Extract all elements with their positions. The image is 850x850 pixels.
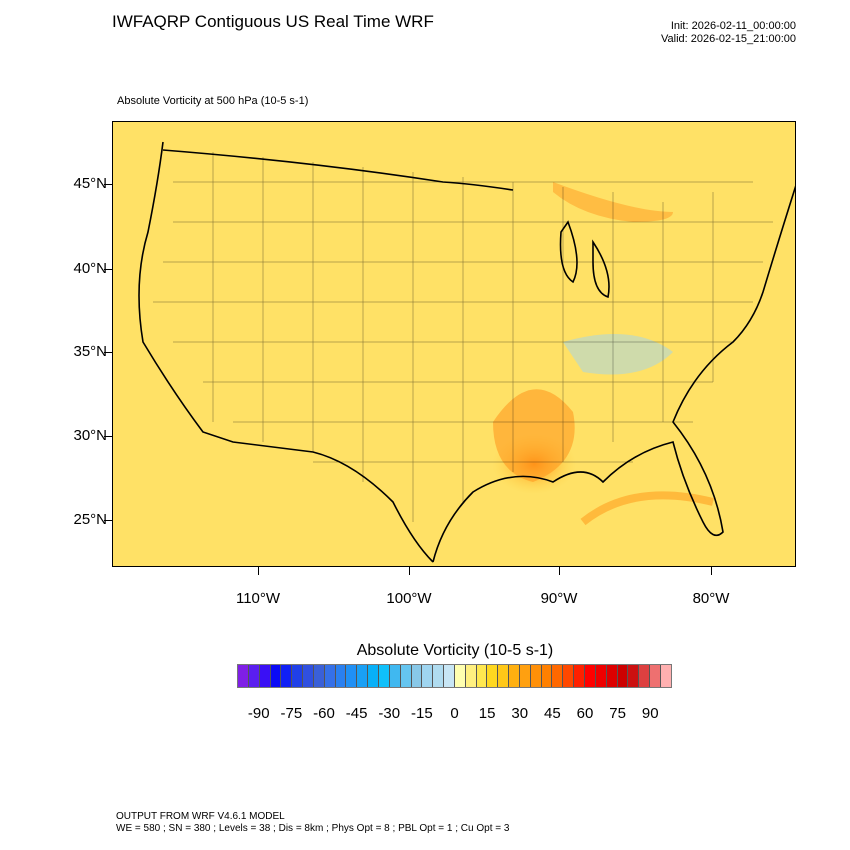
colorbar-label: -45 bbox=[345, 705, 368, 722]
lat-label-25n: 25°N bbox=[73, 511, 107, 528]
colorbar-swatch bbox=[433, 665, 445, 687]
field-background bbox=[113, 122, 795, 566]
colorbar-swatch bbox=[368, 665, 379, 687]
map-canvas bbox=[113, 122, 795, 566]
model-info: OUTPUT FROM WRF V4.6.1 MODEL bbox=[116, 811, 285, 822]
colorbar-swatch bbox=[541, 665, 553, 687]
colorbar bbox=[237, 664, 672, 688]
colorbar-swatch bbox=[650, 665, 661, 687]
colorbar-swatch bbox=[660, 665, 671, 687]
colorbar-swatch bbox=[454, 665, 466, 687]
colorbar-title: Absolute Vorticity (10-5 s-1) bbox=[356, 642, 554, 659]
colorbar-swatch bbox=[563, 665, 575, 687]
colorbar-swatch bbox=[400, 665, 412, 687]
colorbar-label: 90 bbox=[641, 705, 659, 722]
colorbar-swatch bbox=[509, 665, 520, 687]
colorbar-label: -30 bbox=[378, 705, 401, 722]
lat-label-40n: 40°N bbox=[73, 260, 107, 277]
colorbar-swatch bbox=[324, 665, 336, 687]
colorbar-swatch bbox=[411, 665, 423, 687]
colorbar-label: -75 bbox=[280, 705, 303, 722]
lon-label-80w: 80°W bbox=[692, 590, 730, 607]
colorbar-label: 60 bbox=[576, 705, 594, 722]
colorbar-swatch bbox=[346, 665, 358, 687]
colorbar-swatch bbox=[606, 665, 618, 687]
colorbar-swatch bbox=[444, 665, 455, 687]
lat-label-30n: 30°N bbox=[73, 427, 107, 444]
colorbar-swatch bbox=[313, 665, 325, 687]
county-lines bbox=[153, 152, 773, 522]
colorbar-swatch bbox=[617, 665, 629, 687]
colorbar-swatch bbox=[389, 665, 401, 687]
colorbar-label: -15 bbox=[411, 705, 433, 722]
colorbar-label: 0 bbox=[450, 705, 459, 722]
colorbar-swatch bbox=[248, 665, 260, 687]
colorbar-swatch bbox=[378, 665, 390, 687]
colorbar-swatch bbox=[552, 665, 564, 687]
colorbar-swatch bbox=[574, 665, 585, 687]
colorbar-swatch bbox=[595, 665, 607, 687]
colorbar-swatch bbox=[465, 665, 477, 687]
colorbar-label: 75 bbox=[609, 705, 626, 722]
lat-label-35n: 35°N bbox=[73, 343, 107, 360]
init-time: Init: 2026-02-11_00:00:00 bbox=[670, 20, 796, 32]
lon-label-90w: 90°W bbox=[540, 590, 578, 607]
negative-vorticity-area bbox=[563, 334, 673, 375]
colorbar-swatch bbox=[303, 665, 314, 687]
lon-label-100w: 100°W bbox=[386, 590, 432, 607]
colorbar-swatch bbox=[238, 665, 249, 687]
valid-time: Valid: 2026-02-15_21:00:00 bbox=[661, 33, 796, 45]
colorbar-swatch bbox=[530, 665, 542, 687]
plot-title: IWFAQRP Contiguous US Real Time WRF bbox=[112, 12, 434, 31]
colorbar-swatch bbox=[585, 665, 596, 687]
colorbar-label: 15 bbox=[478, 705, 496, 722]
colorbar-swatch bbox=[335, 665, 347, 687]
colorbar-swatch bbox=[259, 665, 271, 687]
colorbar-swatch bbox=[281, 665, 293, 687]
colorbar-swatch bbox=[292, 665, 304, 687]
vorticity-map bbox=[112, 121, 796, 567]
lon-label-110w: 110°W bbox=[235, 590, 281, 607]
model-config: WE = 580 ; SN = 380 ; Levels = 38 ; Dis … bbox=[116, 823, 510, 834]
lat-label-45n: 45°N bbox=[73, 175, 107, 192]
colorbar-swatch bbox=[519, 665, 531, 687]
colorbar-swatch bbox=[487, 665, 499, 687]
field-subtitle: Absolute Vorticity at 500 hPa (10-5 s-1) bbox=[117, 95, 309, 107]
colorbar-label: -60 bbox=[313, 705, 335, 722]
colorbar-label: 30 bbox=[511, 705, 529, 722]
colorbar-swatch bbox=[476, 665, 488, 687]
colorbar-swatch bbox=[639, 665, 651, 687]
colorbar-swatch bbox=[498, 665, 510, 687]
colorbar-label: 45 bbox=[544, 705, 561, 722]
colorbar-swatch bbox=[422, 665, 434, 687]
colorbar-swatch bbox=[357, 665, 369, 687]
colorbar-swatch bbox=[270, 665, 282, 687]
colorbar-swatch bbox=[628, 665, 640, 687]
colorbar-label: -90 bbox=[247, 705, 270, 722]
coastlines-and-borders bbox=[138, 141, 795, 563]
